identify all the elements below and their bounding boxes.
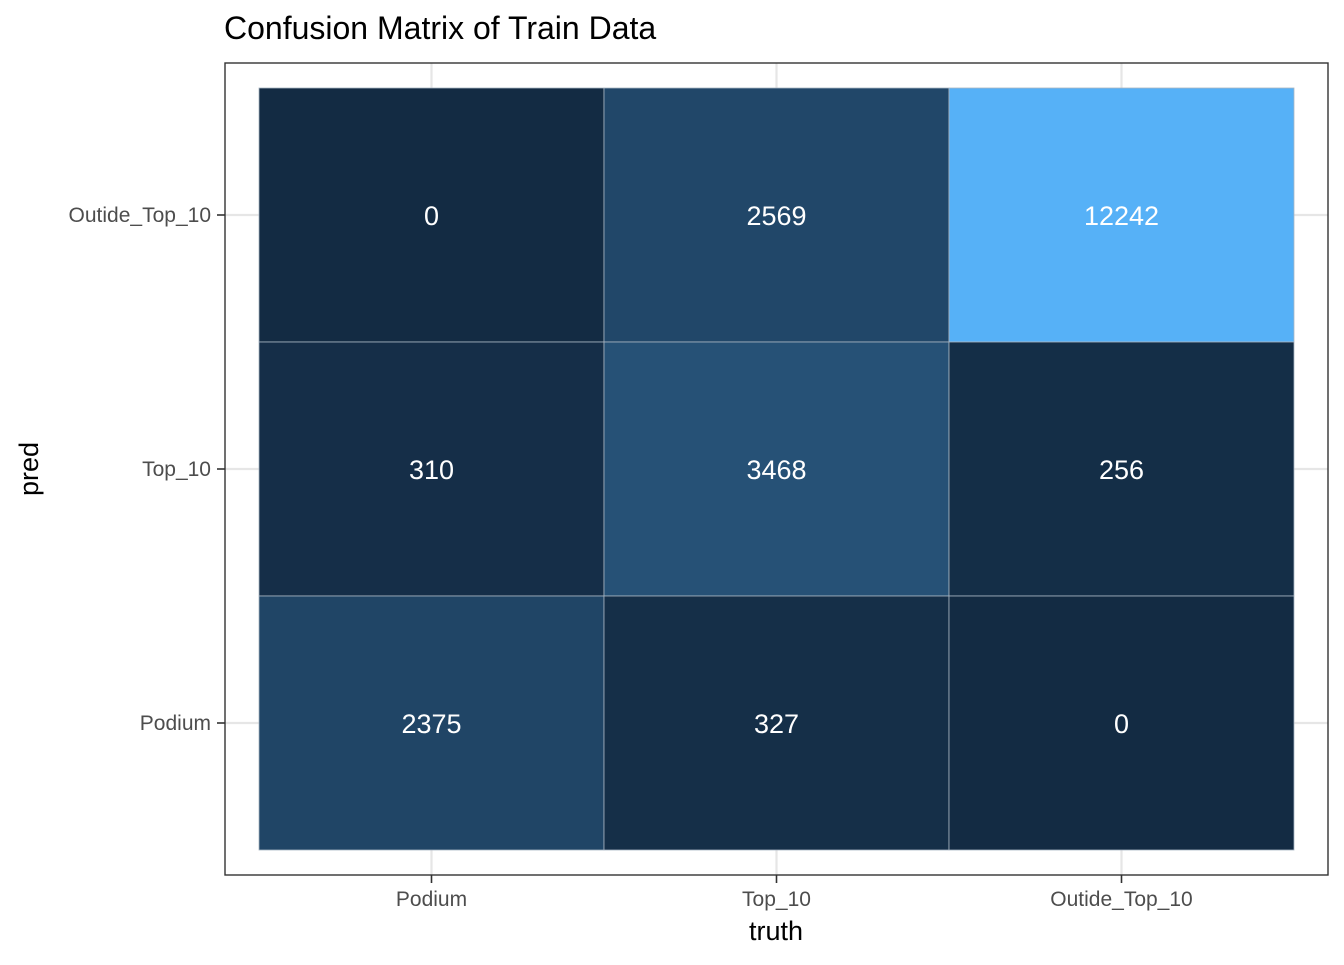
cell-value-label: 310 <box>409 455 454 485</box>
y-tick-label: Outide_Top_10 <box>69 204 211 227</box>
heatmap-cell <box>948 341 1295 597</box>
heatmap-cell <box>603 341 950 597</box>
cell-value-label: 12242 <box>1084 201 1159 231</box>
heatmap-cell <box>603 595 950 851</box>
y-axis: Podium Top_10 Outide_Top_10 <box>69 204 225 735</box>
cell-value-label: 327 <box>754 709 799 739</box>
heatmap-cell <box>948 87 1295 343</box>
heatmap-cell <box>258 341 605 597</box>
cell-value-label: 3468 <box>746 455 806 485</box>
heatmap-cells <box>258 87 1295 851</box>
x-axis: Podium Top_10 Outide_Top_10 <box>396 875 1193 911</box>
chart-title: Confusion Matrix of Train Data <box>224 10 656 46</box>
cell-labels: 0 2569 12242 310 3468 256 2375 327 0 <box>401 201 1159 739</box>
cell-value-label: 2569 <box>746 201 806 231</box>
y-tick-label: Top_10 <box>142 458 211 481</box>
cell-value-label: 0 <box>1114 709 1129 739</box>
x-tick-label: Podium <box>396 888 467 911</box>
cell-value-label: 2375 <box>401 709 461 739</box>
x-axis-title: truth <box>749 916 803 946</box>
x-tick-label: Top_10 <box>742 888 811 911</box>
y-axis-title: pred <box>14 442 44 496</box>
cell-value-label: 256 <box>1099 455 1144 485</box>
heatmap-cell <box>603 87 950 343</box>
heatmap-cell <box>258 595 605 851</box>
cell-value-label: 0 <box>424 201 439 231</box>
heatmap-cell <box>948 595 1295 851</box>
x-tick-label: Outide_Top_10 <box>1050 888 1192 911</box>
y-tick-label: Podium <box>140 712 211 735</box>
